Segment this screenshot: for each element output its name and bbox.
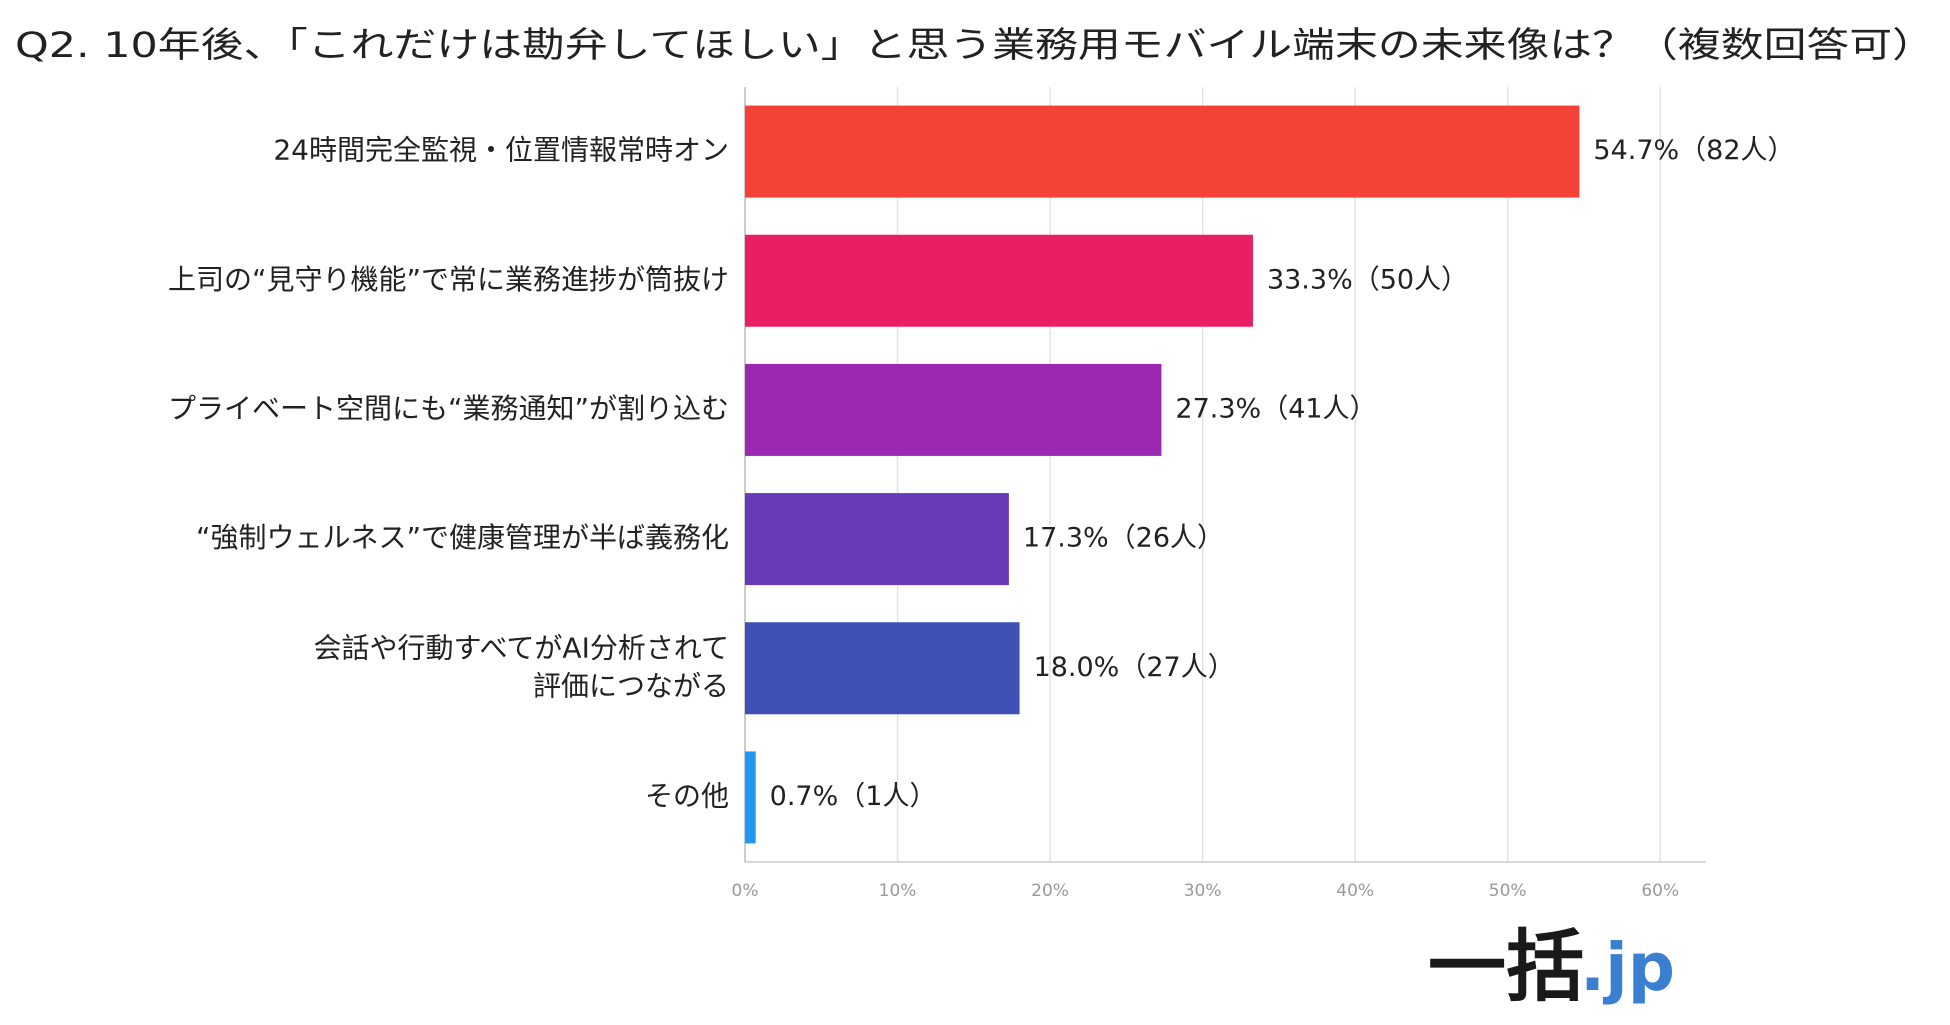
bar: [745, 493, 1009, 586]
x-tick-label: 40%: [1336, 881, 1374, 901]
y-tick-label: “強制ウェルネス”で健康管理が半ば義務化: [196, 521, 729, 554]
data-label: 18.0%（27人）: [1034, 652, 1235, 683]
bar: [745, 751, 756, 844]
logo-domain: .jp: [1580, 929, 1675, 1006]
bar: [745, 105, 1580, 198]
chart-title: Q2. 10年後、「これだけは勘弁してほしい」と思う業務用モバイル端末の未来像は…: [15, 26, 1935, 66]
bar: [745, 363, 1162, 456]
x-tick-label: 60%: [1641, 881, 1679, 901]
y-tick-label: その他: [645, 779, 729, 812]
x-tick-label: 10%: [879, 881, 917, 901]
data-label: 33.3%（50人）: [1267, 264, 1468, 295]
logo-main: 一括: [1428, 922, 1584, 1012]
x-tick-label: 30%: [1184, 881, 1222, 901]
bar: [745, 234, 1253, 327]
data-label: 17.3%（26人）: [1023, 523, 1224, 554]
y-tick-label: 24時間完全監視・位置情報常時オン: [273, 134, 729, 167]
x-tick-label: 0%: [732, 881, 759, 901]
data-label: 27.3%（41人）: [1175, 393, 1376, 424]
bar: [745, 622, 1020, 715]
x-tick-label: 20%: [1031, 881, 1069, 901]
y-tick-label: 上司の“見守り機能”で常に業務進捗が筒抜け: [168, 263, 729, 296]
data-label: 54.7%（82人）: [1593, 135, 1794, 166]
x-tick-label: 50%: [1489, 881, 1527, 901]
data-label: 0.7%（1人）: [770, 781, 937, 812]
y-tick-label: 会話や行動すべてがAI分析されて評価につながる: [314, 631, 730, 702]
y-tick-label: プライベート空間にも“業務通知”が割り込む: [168, 392, 729, 425]
